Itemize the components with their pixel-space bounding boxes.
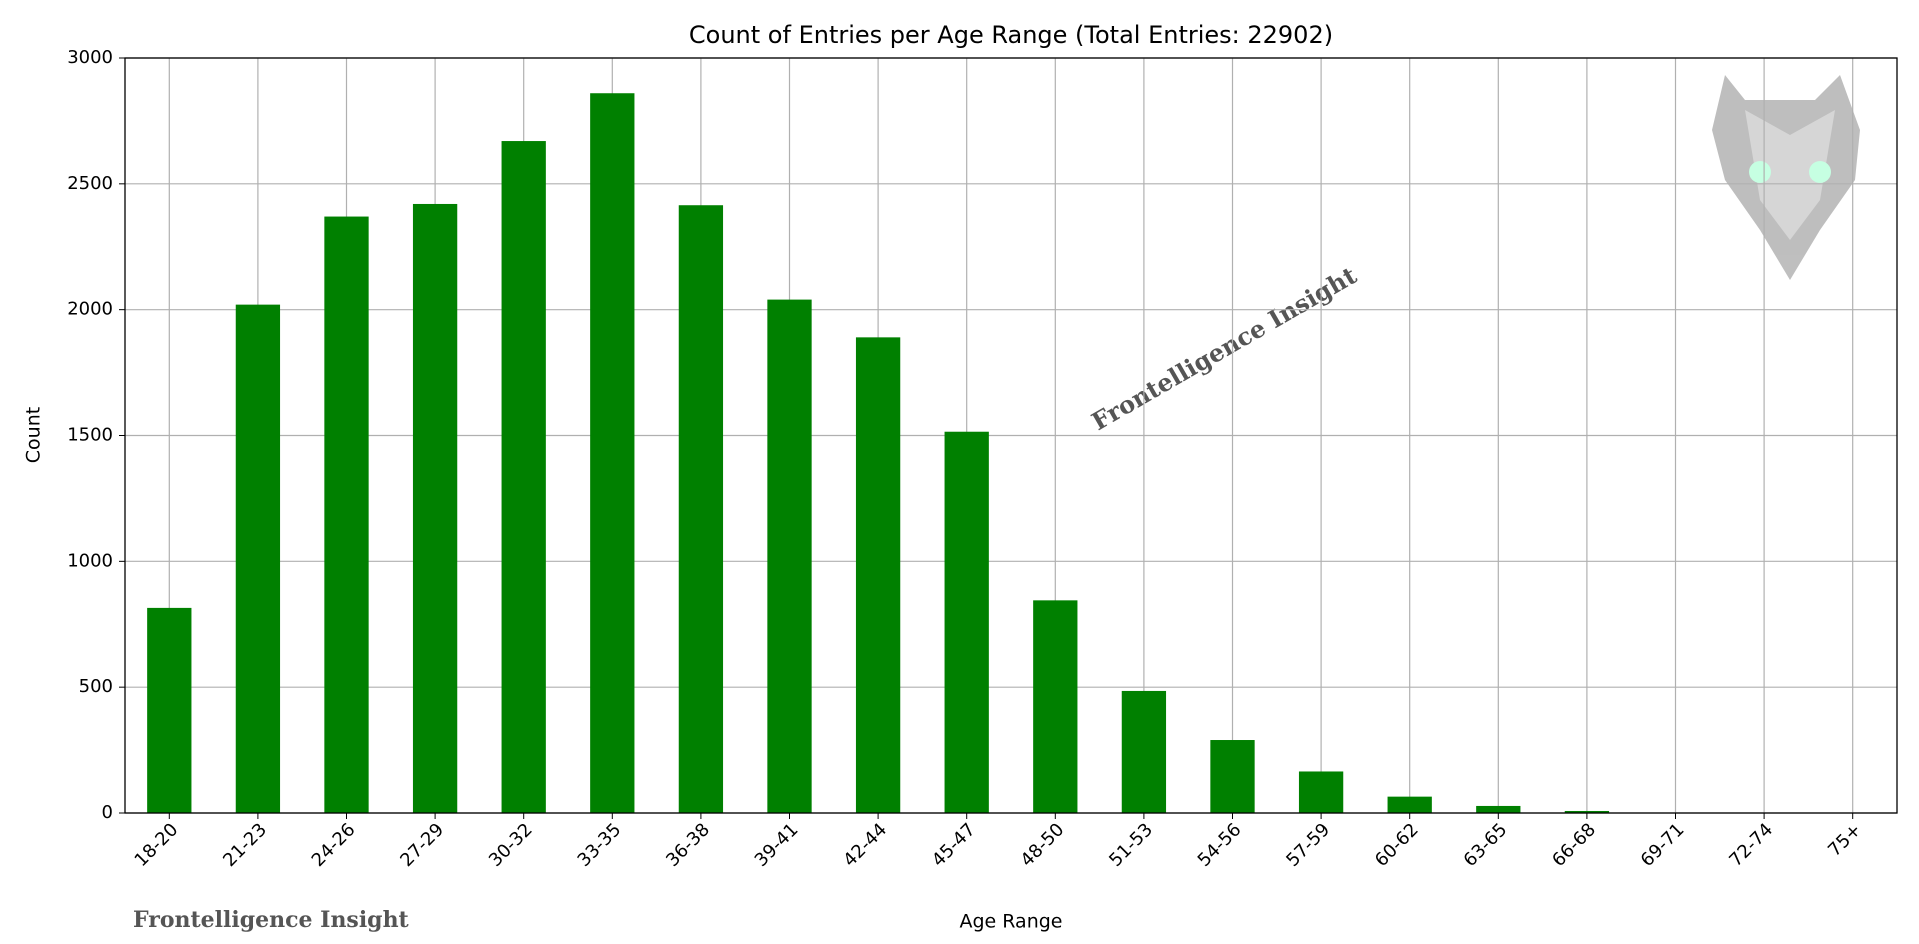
y-tick-label: 3000 <box>67 47 113 68</box>
x-tick-label: 48-50 <box>1017 819 1069 871</box>
y-tick-label: 0 <box>102 802 113 823</box>
owl-logo <box>1712 75 1860 280</box>
x-tick-label: 18-20 <box>131 819 183 871</box>
x-tick-label: 75+ <box>1824 819 1866 861</box>
bar <box>1387 796 1432 813</box>
bar <box>1121 690 1167 813</box>
y-tick-label: 2000 <box>67 299 113 320</box>
bar <box>1298 771 1344 813</box>
x-tick-label: 51-53 <box>1105 819 1157 871</box>
bar <box>944 431 989 813</box>
plot-frame <box>124 57 1898 814</box>
x-axis-label: Age Range <box>959 911 1062 933</box>
bar <box>412 203 458 813</box>
bar <box>324 216 369 814</box>
y-tick-label: 500 <box>79 676 113 697</box>
bar <box>1210 740 1255 813</box>
x-tick-label: 42-44 <box>839 819 891 871</box>
bar <box>235 304 281 813</box>
y-tick-label: 1000 <box>67 550 113 571</box>
bar <box>767 299 812 814</box>
x-tick-label: 66-68 <box>1548 819 1600 871</box>
chart-title: Count of Entries per Age Range (Total En… <box>689 21 1333 49</box>
x-tick-label: 57-59 <box>1282 819 1334 871</box>
x-tick-label: 27-29 <box>396 819 448 871</box>
bar <box>678 205 724 814</box>
x-tick-label: 69-71 <box>1637 819 1689 871</box>
y-axis-label: Count <box>23 407 45 463</box>
bar <box>855 337 901 813</box>
bar <box>147 607 192 813</box>
y-tick-label: 1500 <box>67 425 113 446</box>
watermark: Frontelligence Insight <box>1087 261 1362 437</box>
x-tick-label: 54-56 <box>1194 819 1246 871</box>
bar <box>1033 600 1078 813</box>
x-tick-label: 39-41 <box>751 819 803 871</box>
x-tick-label: 21-23 <box>219 819 271 871</box>
x-tick-label: 33-35 <box>574 819 626 871</box>
watermark: Frontelligence Insight <box>133 907 410 933</box>
bar <box>1476 805 1521 813</box>
x-tick-label: 45-47 <box>928 819 980 871</box>
x-tick-label: 72-74 <box>1725 819 1777 871</box>
bar <box>590 93 635 813</box>
x-tick-label: 36-38 <box>662 819 714 871</box>
bar <box>1564 810 1610 813</box>
x-tick-label: 60-62 <box>1371 819 1423 871</box>
x-tick-label: 24-26 <box>308 819 360 871</box>
bar <box>501 141 546 814</box>
y-tick-label: 2500 <box>67 173 113 194</box>
x-tick-label: 63-65 <box>1460 819 1512 871</box>
x-tick-label: 30-32 <box>485 819 537 871</box>
